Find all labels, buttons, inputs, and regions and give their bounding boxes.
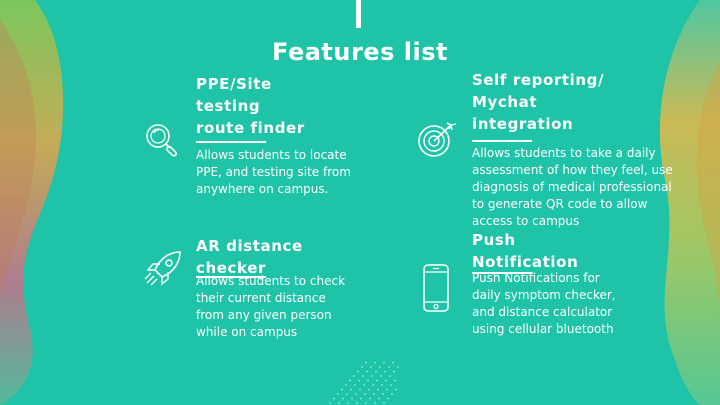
decorative-dot <box>373 393 375 395</box>
decorative-dot <box>353 375 355 377</box>
decorative-dot <box>367 379 369 382</box>
decorative-dot <box>383 361 385 364</box>
decorative-dot <box>384 370 386 373</box>
decorative-dot <box>338 402 340 404</box>
feature-title-line: testing <box>196 97 261 115</box>
decorative-dot <box>391 393 393 395</box>
decorative-dot <box>385 379 387 382</box>
feature-title-line: route finder <box>196 119 305 137</box>
decorative-dot <box>354 384 356 386</box>
decorative-dot <box>355 393 357 395</box>
decorative-blob-right <box>659 0 720 405</box>
decorative-dot <box>365 361 367 364</box>
rocket-icon <box>144 251 181 286</box>
decorative-dot-pattern <box>329 361 399 404</box>
decorative-dot <box>372 384 374 386</box>
decorative-dot <box>350 388 352 391</box>
top-divider-bar <box>356 0 361 28</box>
smartphone-icon <box>423 264 449 312</box>
feature-title-line: Mychat <box>472 93 538 111</box>
decorative-dot <box>347 402 349 404</box>
feature-description-self-reporting: Allows students to take a daily assessme… <box>472 146 673 228</box>
decorative-dot <box>364 393 366 395</box>
decorative-dot <box>370 366 372 368</box>
decorative-dot <box>390 384 392 386</box>
feature-title-line: integration <box>472 115 574 133</box>
decorative-dot <box>361 366 363 368</box>
feature-description-ar-distance: Allows students to check their current d… <box>196 274 346 339</box>
decorative-dot <box>333 397 335 400</box>
decorative-dot <box>362 375 364 377</box>
decorative-dot <box>375 370 377 373</box>
decorative-dot <box>360 397 362 400</box>
decorative-dot <box>387 397 389 400</box>
feature-title-line: PPE/Site <box>196 75 272 93</box>
decorative-dot <box>389 375 391 377</box>
target-icon <box>418 122 457 157</box>
decorative-dot <box>382 393 384 395</box>
decorative-dot <box>392 361 394 364</box>
decorative-dot <box>342 397 344 400</box>
feature-underline <box>196 141 266 143</box>
decorative-dot <box>368 388 370 391</box>
feature-title-line: Push <box>472 231 516 249</box>
feature-title-push-notification: Push Notification <box>472 229 642 273</box>
decorative-dot <box>397 366 399 368</box>
decorative-dot <box>366 370 368 373</box>
feature-underline <box>472 272 532 274</box>
decorative-dot <box>393 370 395 373</box>
feature-description-push-notification: Push Notifications for daily symptom che… <box>472 271 616 336</box>
decorative-dot <box>395 388 397 391</box>
decorative-dot <box>359 388 361 391</box>
decorative-dot <box>341 388 343 391</box>
decorative-dot <box>357 370 359 373</box>
feature-title-route-finder: PPE/Site testing route finder <box>196 73 356 139</box>
feature-title-line: Notification <box>472 253 579 271</box>
decorative-dot <box>394 379 396 382</box>
decorative-dot <box>358 379 360 382</box>
slide-title: Features list <box>272 38 448 66</box>
decorative-dot <box>351 397 353 400</box>
feature-title-ar-distance: AR distance checker <box>196 235 356 279</box>
magnifier-icon <box>146 124 177 157</box>
decorative-dot <box>349 379 351 382</box>
feature-title-line: Self reporting/ <box>472 71 605 89</box>
decorative-dot <box>380 375 382 377</box>
decorative-dot <box>376 379 378 382</box>
decorative-dot <box>381 384 383 386</box>
decorative-dot <box>337 393 339 395</box>
feature-description-route-finder: Allows students to locate PPE, and testi… <box>196 148 351 196</box>
decorative-dot <box>377 388 379 391</box>
decorative-dot <box>369 397 371 400</box>
decorative-dot <box>374 361 376 364</box>
decorative-dot <box>386 388 388 391</box>
decorative-dot <box>365 402 367 404</box>
decorative-dot <box>378 397 380 400</box>
feature-underline <box>196 276 266 278</box>
decorative-dot <box>363 384 365 386</box>
decorative-dot <box>346 393 348 395</box>
feature-underline <box>472 140 532 142</box>
decorative-blob-left <box>0 0 64 405</box>
decorative-dot <box>379 366 381 368</box>
decorative-dot <box>388 366 390 368</box>
feature-title-line: checker <box>196 259 266 277</box>
decorative-dot <box>374 402 376 404</box>
decorative-dot <box>345 384 347 386</box>
decorative-dot <box>356 402 358 404</box>
decorative-dot <box>371 375 373 377</box>
decorative-dot <box>383 402 385 404</box>
feature-title-self-reporting: Self reporting/ Mychat integration <box>472 69 642 135</box>
decorative-dot <box>329 402 331 404</box>
feature-title-line: AR distance <box>196 237 303 255</box>
